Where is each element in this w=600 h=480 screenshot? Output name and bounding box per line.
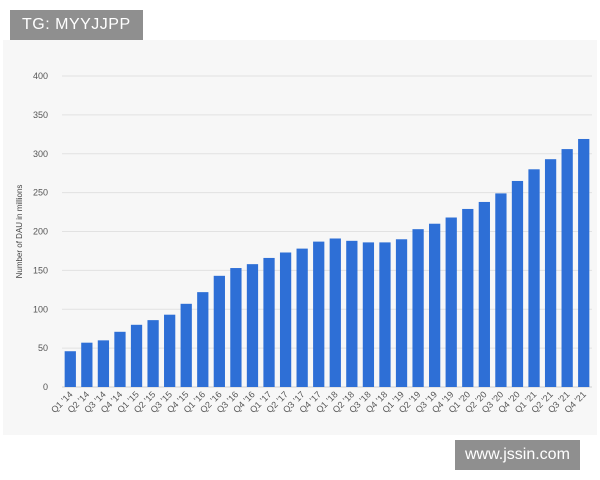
bar <box>296 248 308 387</box>
y-tick-label: 250 <box>33 188 48 198</box>
bar <box>164 314 176 387</box>
y-tick-label: 0 <box>43 382 48 392</box>
bar <box>346 240 358 387</box>
y-tick-label: 350 <box>33 110 48 120</box>
bar <box>362 242 375 387</box>
bar <box>429 223 441 387</box>
y-tick-labels: 0 50 100 150 200 250 300 350 400 <box>33 71 48 392</box>
y-tick-label: 50 <box>38 343 48 353</box>
bar <box>313 241 325 387</box>
bar <box>528 169 540 387</box>
bar <box>180 303 192 387</box>
bar <box>130 324 143 387</box>
bar <box>462 208 474 387</box>
y-tick-label: 150 <box>33 265 48 275</box>
bar <box>64 351 76 387</box>
bar <box>147 320 159 387</box>
watermark-bottom: www.jssin.com <box>455 440 580 470</box>
bar <box>478 201 490 387</box>
bar <box>395 239 408 387</box>
y-tick-label: 300 <box>33 149 48 159</box>
bar <box>97 340 110 387</box>
bar <box>263 257 275 387</box>
bar <box>511 180 524 387</box>
bar <box>279 252 292 387</box>
bar <box>197 292 209 387</box>
bar <box>213 275 225 387</box>
bar <box>445 217 457 387</box>
y-axis-label: Number of DAU in millions <box>15 185 24 279</box>
bar <box>495 193 507 387</box>
bar <box>412 229 424 387</box>
y-tick-label: 400 <box>33 71 48 81</box>
bar <box>114 331 126 387</box>
bar <box>246 264 259 387</box>
y-tick-label: 100 <box>33 304 48 314</box>
bar <box>329 238 341 387</box>
bar <box>230 268 242 387</box>
bar <box>379 242 391 387</box>
watermark-top: TG: MYYJJPP <box>10 10 143 40</box>
bar <box>561 149 573 387</box>
bar <box>81 342 93 387</box>
bar <box>544 159 557 387</box>
bars <box>64 138 590 387</box>
y-tick-label: 200 <box>33 227 48 237</box>
bar <box>578 138 590 387</box>
